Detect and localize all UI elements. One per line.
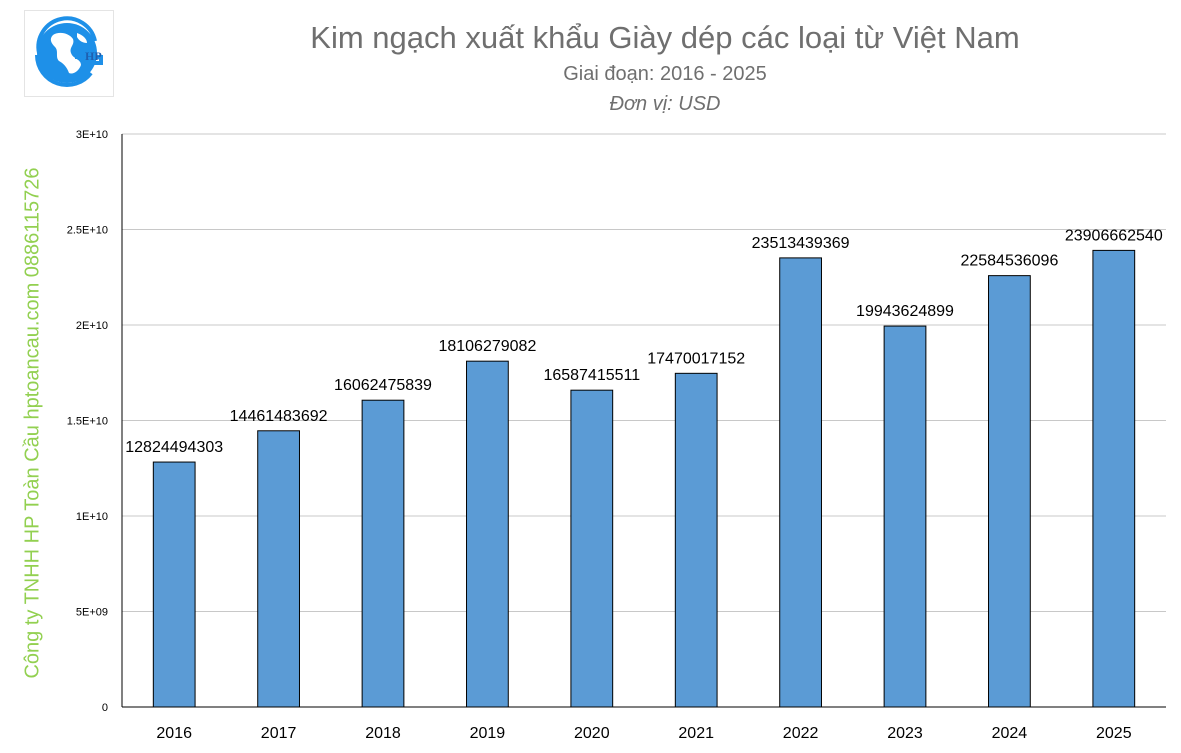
y-tick-label: 2E+10 xyxy=(76,320,108,332)
bar-data-label: 18106279082 xyxy=(438,338,536,355)
bar xyxy=(674,372,718,708)
bar xyxy=(988,275,1031,708)
x-tick-label: 2019 xyxy=(470,725,506,742)
bar xyxy=(257,430,300,708)
x-tick-label: 2024 xyxy=(992,725,1028,742)
bar-data-label: 22584536096 xyxy=(960,253,1058,270)
y-tick-label: 1E+10 xyxy=(76,511,108,523)
y-tick-label: 0 xyxy=(102,702,108,714)
logo: HP xyxy=(24,10,114,97)
bar-data-label: 14461483692 xyxy=(230,408,328,425)
x-tick-label: 2020 xyxy=(574,725,610,742)
y-tick-label: 3E+10 xyxy=(76,129,108,141)
chart-title: Kim ngạch xuất khẩu Giày dép các loại từ… xyxy=(310,20,1020,55)
x-tick-label: 2021 xyxy=(678,725,714,742)
x-tick-label: 2025 xyxy=(1096,725,1132,742)
bar-data-label: 12824494303 xyxy=(125,439,223,456)
y-tick-label: 2.5E+10 xyxy=(67,225,108,237)
svg-text:HP: HP xyxy=(85,49,102,63)
bar xyxy=(152,461,196,708)
bar xyxy=(466,360,509,708)
x-tick-label: 2018 xyxy=(365,725,401,742)
bar xyxy=(883,325,927,708)
bar-data-label: 16062475839 xyxy=(334,377,432,394)
bar xyxy=(1092,249,1136,708)
bar xyxy=(361,399,405,708)
x-tick-label: 2017 xyxy=(261,725,297,742)
chart-subtitle: Giai đoạn: 2016 - 2025 xyxy=(563,63,767,85)
bar xyxy=(779,257,822,708)
bar xyxy=(570,389,614,708)
bar-data-label: 19943624899 xyxy=(856,303,954,320)
x-tick-label: 2022 xyxy=(783,725,819,742)
bar-data-label: 16587415511 xyxy=(543,367,640,384)
chart-unit-label: Đơn vị: USD xyxy=(609,93,721,115)
bar-data-label: 23906662540 xyxy=(1065,227,1163,244)
y-tick-label: 5E+09 xyxy=(76,607,108,619)
y-tick-label: 1.5E+10 xyxy=(67,416,108,428)
x-tick-label: 2016 xyxy=(156,725,192,742)
globe-logo-icon: HP xyxy=(35,16,103,87)
bar-data-label: 17470017152 xyxy=(647,350,745,367)
x-tick-label: 2023 xyxy=(887,725,923,742)
bar-data-label: 23513439369 xyxy=(752,235,850,252)
